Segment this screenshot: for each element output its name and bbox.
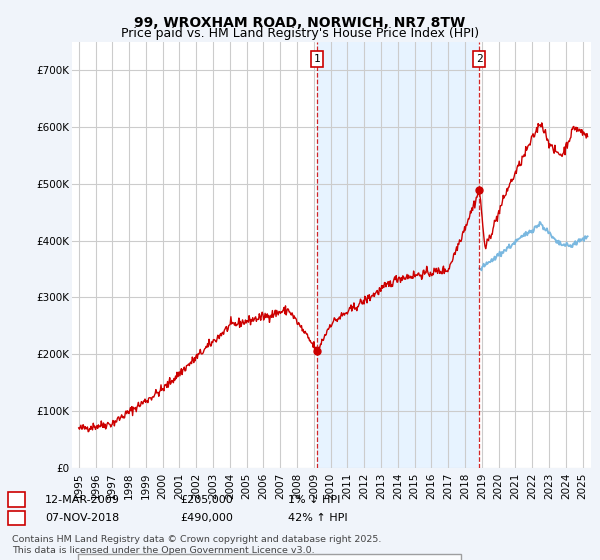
Text: 2: 2 <box>13 513 20 523</box>
Text: Price paid vs. HM Land Registry's House Price Index (HPI): Price paid vs. HM Land Registry's House … <box>121 27 479 40</box>
Text: 1: 1 <box>314 54 320 64</box>
Text: 2: 2 <box>476 54 482 64</box>
FancyBboxPatch shape <box>8 492 25 507</box>
Text: 42% ↑ HPI: 42% ↑ HPI <box>288 513 347 523</box>
Text: £490,000: £490,000 <box>180 513 233 523</box>
Text: £205,000: £205,000 <box>180 494 233 505</box>
FancyBboxPatch shape <box>8 511 25 525</box>
Text: 07-NOV-2018: 07-NOV-2018 <box>45 513 119 523</box>
Legend: 99, WROXHAM ROAD, NORWICH, NR7 8TW (detached house), HPI: Average price, detache: 99, WROXHAM ROAD, NORWICH, NR7 8TW (deta… <box>77 554 461 560</box>
Text: 1: 1 <box>13 494 20 505</box>
Text: 99, WROXHAM ROAD, NORWICH, NR7 8TW: 99, WROXHAM ROAD, NORWICH, NR7 8TW <box>134 16 466 30</box>
Text: 12-MAR-2009: 12-MAR-2009 <box>45 494 120 505</box>
Text: Contains HM Land Registry data © Crown copyright and database right 2025.
This d: Contains HM Land Registry data © Crown c… <box>12 535 382 554</box>
Bar <box>317 42 479 468</box>
Text: 1% ↓ HPI: 1% ↓ HPI <box>288 494 340 505</box>
